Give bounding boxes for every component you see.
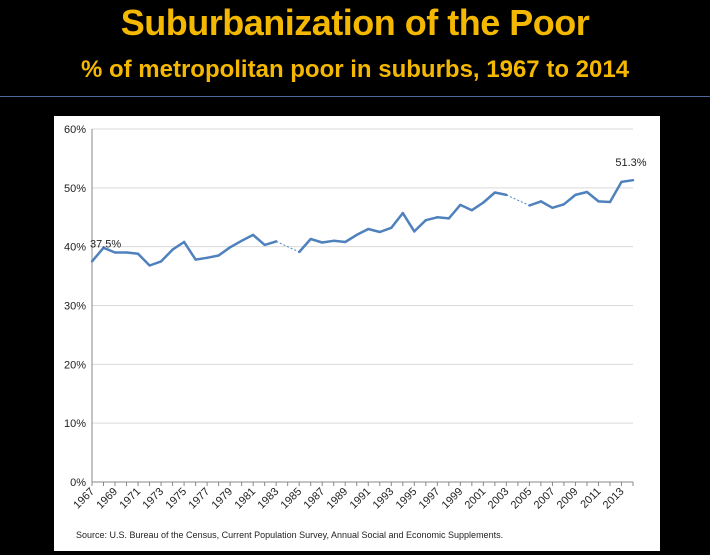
data-point [493,191,497,194]
title-divider [0,96,710,97]
y-tick-label: 60% [64,124,86,136]
y-tick-label: 0% [70,477,86,489]
data-point [171,248,174,251]
x-tick-label: 1973 [140,486,166,512]
data-point [505,193,508,197]
data-point [436,216,439,219]
x-tick-label: 2003 [486,486,512,512]
x-tick-label: 1985 [279,486,305,512]
data-point [217,254,220,257]
y-tick-label: 40% [64,242,86,254]
data-point [125,251,128,254]
data-point [367,227,370,231]
data-point [447,217,451,220]
data-point [528,204,531,207]
data-point [113,251,117,254]
data-point [470,208,474,212]
x-tick-label: 2007 [532,486,558,512]
x-tick-label: 2001 [463,486,489,512]
y-tick-label: 20% [64,359,86,371]
x-tick-label: 2009 [555,486,581,512]
data-point [482,201,485,204]
chart-title: Suburbanization of the Poor [120,2,590,43]
data-point [274,240,278,243]
y-tick-label: 10% [64,418,86,430]
x-tick-label: 1989 [325,486,351,512]
data-point [194,258,197,261]
data-point [551,206,554,210]
data-point [136,252,140,255]
x-tick-label: 1981 [232,486,258,512]
series-gap-dashed-line [506,194,530,206]
data-point [390,226,393,230]
x-tick-label: 2011 [578,486,603,511]
data-label: 51.3% [615,157,646,169]
series-line [528,178,634,210]
data-point [401,211,404,215]
data-point [148,264,151,267]
data-point [263,243,266,247]
data-point [102,246,105,250]
x-tick-label: 1979 [209,486,235,512]
data-point [309,237,312,241]
data-point [378,230,381,234]
data-point [205,256,209,260]
x-tick-label: 1977 [186,486,212,512]
data-point [585,190,589,194]
data-point [240,239,243,242]
line-chart: 0% 10% 20% 30% 40% 50% 60% 19671969197119731975… [64,124,647,512]
data-point [424,218,428,222]
data-label: 37.5% [90,238,121,250]
x-tick-label: 1995 [394,486,420,512]
data-point [574,193,577,197]
x-tick-label: 1967 [71,486,97,512]
data-point [562,203,566,206]
data-point [344,240,347,244]
data-point [355,233,358,237]
data-point [608,200,612,204]
data-point [90,260,94,263]
x-tick-label: 2005 [509,486,535,512]
data-point [321,241,324,244]
data-point [251,233,255,237]
data-point [182,240,186,244]
data-point [620,180,623,184]
chart-subtitle: % of metropolitan poor in suburbs, 1967 … [80,56,630,83]
x-tick-label: 1987 [302,486,328,512]
x-tick-label: 1983 [255,486,281,512]
series-gap-dashed-line [275,240,300,253]
x-tick-label: 1997 [417,486,443,512]
source-note: Source: U.S. Bureau of the Census, Curre… [76,530,504,540]
data-point [459,203,462,207]
data-point [597,200,600,203]
data-point [297,250,301,254]
x-tick-label: 1999 [440,486,466,512]
x-tick-label: 1991 [348,486,374,512]
data-point [159,260,163,263]
chart-panel: 0% 10% 20% 30% 40% 50% 60% 1967 1969 1971 1973 1975… [54,116,660,551]
x-tick-label: 1969 [94,486,120,512]
series-line [298,191,507,253]
data-point [413,230,416,233]
y-tick-label: 30% [64,301,86,313]
data-point [228,246,232,249]
x-tick-label: 1971 [117,486,143,512]
data-point [539,200,543,203]
y-tick-label: 50% [64,183,86,195]
x-tick-label: 1975 [163,486,189,512]
data-point [332,239,335,242]
x-tick-label: 1993 [371,486,397,512]
data-point [631,178,635,182]
x-tick-label: 2013 [601,486,627,512]
